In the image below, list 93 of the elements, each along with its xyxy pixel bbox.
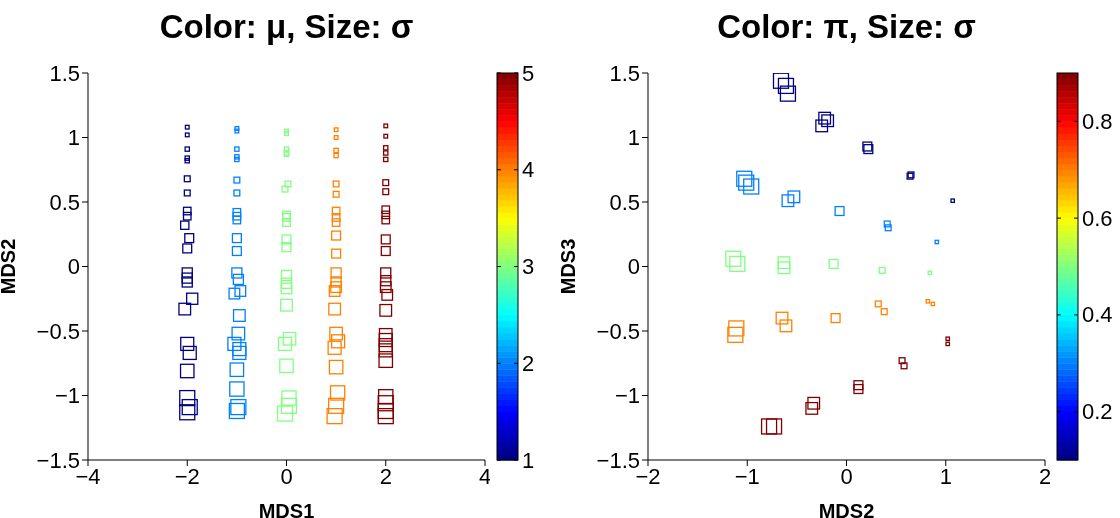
point xyxy=(328,302,342,316)
y-tick-label: 0.5 xyxy=(609,189,640,215)
color-bar-label: 2 xyxy=(522,350,535,376)
point xyxy=(380,245,391,257)
point xyxy=(231,233,242,244)
y-tick-label: −1.5 xyxy=(36,447,80,473)
x-tick-label: −1 xyxy=(734,463,760,489)
point xyxy=(232,215,242,225)
point xyxy=(184,233,195,244)
point xyxy=(330,276,342,288)
point xyxy=(331,218,341,228)
chart-title: Color: μ, Size: σ xyxy=(158,8,415,46)
color-bar-label: 0.8 xyxy=(1082,108,1113,134)
point xyxy=(330,281,343,294)
point xyxy=(381,215,391,225)
point xyxy=(853,380,864,391)
y-tick-label: −0.5 xyxy=(596,318,640,344)
point xyxy=(280,277,293,289)
y-tick-label: 1.5 xyxy=(49,60,80,86)
point xyxy=(182,206,192,216)
x-axis-title: MDS2 xyxy=(818,500,875,518)
point xyxy=(787,190,801,204)
point xyxy=(232,273,245,286)
x-tick-label: 2 xyxy=(1038,463,1052,489)
point xyxy=(280,269,293,282)
point xyxy=(830,313,841,324)
point xyxy=(328,285,341,297)
point xyxy=(280,282,293,295)
y-axis-title: MDS3 xyxy=(557,238,580,295)
point xyxy=(282,210,291,220)
color-bar-label: 0.4 xyxy=(1082,302,1113,328)
x-axis-title: MDS1 xyxy=(258,500,315,518)
y-tick-label: 0.5 xyxy=(49,189,80,215)
point xyxy=(231,245,242,257)
point xyxy=(381,288,394,301)
point xyxy=(228,287,241,300)
point xyxy=(181,276,193,288)
point xyxy=(232,211,242,221)
x-tick-label: 4 xyxy=(478,463,492,489)
point xyxy=(281,234,292,245)
point xyxy=(280,298,293,312)
point xyxy=(331,213,341,222)
point xyxy=(815,119,829,133)
point xyxy=(853,383,864,395)
y-tick-label: −0.5 xyxy=(36,318,80,344)
point xyxy=(182,211,192,221)
y-tick-label: −1 xyxy=(54,383,80,409)
point xyxy=(281,242,292,253)
point xyxy=(232,207,242,217)
point xyxy=(186,292,199,305)
point xyxy=(380,234,391,245)
color-bar-label: 3 xyxy=(522,254,535,279)
color-bar-label: 5 xyxy=(522,60,535,86)
point xyxy=(234,285,247,297)
y-tick-label: 0 xyxy=(67,254,80,280)
x-tick-label: 2 xyxy=(379,463,392,489)
point xyxy=(331,230,342,241)
point xyxy=(181,267,193,279)
point xyxy=(777,261,791,275)
x-tick-label: 0 xyxy=(280,463,293,489)
point xyxy=(380,267,392,279)
point xyxy=(282,218,291,228)
point xyxy=(381,210,391,220)
point xyxy=(381,205,391,215)
point xyxy=(379,281,392,294)
point xyxy=(181,272,193,284)
y-tick-label: 1 xyxy=(67,125,80,151)
color-bar-label: 0.6 xyxy=(1082,205,1113,231)
y-tick-label: −1 xyxy=(614,383,640,409)
point xyxy=(182,243,193,254)
point xyxy=(330,267,342,279)
point xyxy=(231,267,243,279)
color-bar-label: 4 xyxy=(522,157,535,183)
point xyxy=(232,309,246,322)
point xyxy=(331,248,342,259)
y-tick-label: −1.5 xyxy=(596,447,640,473)
point xyxy=(777,256,791,270)
x-tick-label: −2 xyxy=(174,463,200,489)
y-axis-title: MDS2 xyxy=(0,238,20,295)
y-tick-label: 1.5 xyxy=(609,60,640,86)
point xyxy=(380,275,392,287)
x-tick-label: 0 xyxy=(840,463,853,489)
x-tick-label: 1 xyxy=(939,463,952,489)
point xyxy=(180,220,190,230)
color-bar-label: 1 xyxy=(522,447,535,473)
chart-title: Color: π, Size: σ xyxy=(716,8,977,46)
point xyxy=(781,194,795,208)
y-tick-label: 1 xyxy=(627,125,640,151)
point xyxy=(282,213,291,222)
color-bar-label: 0.2 xyxy=(1082,399,1113,425)
point xyxy=(379,303,393,317)
point xyxy=(331,206,341,216)
y-tick-label: 0 xyxy=(627,254,640,280)
